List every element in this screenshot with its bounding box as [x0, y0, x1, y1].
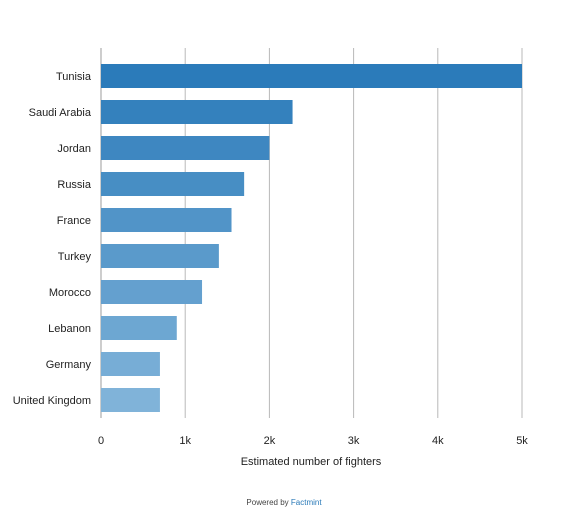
x-tick-labels: 0 1k 2k 3k 4k 5k	[98, 435, 528, 447]
bar[interactable]	[101, 100, 293, 124]
x-tick-label: 0	[98, 435, 104, 447]
x-tick-label: 1k	[179, 435, 191, 447]
bar[interactable]	[101, 244, 219, 268]
category-label: United Kingdom	[13, 395, 91, 407]
x-tick-label: 3k	[348, 435, 360, 447]
category-label: Turkey	[58, 251, 92, 263]
category-label: Saudi Arabia	[29, 107, 92, 119]
category-label: Morocco	[49, 287, 91, 299]
bar[interactable]	[101, 316, 177, 340]
footer-prefix: Powered by	[246, 498, 289, 507]
bar[interactable]	[101, 208, 232, 232]
category-labels: Tunisia Saudi Arabia Jordan Russia France Tur…	[13, 71, 92, 407]
category-label: Jordan	[57, 143, 91, 155]
bar[interactable]	[101, 388, 160, 412]
bars	[101, 64, 522, 412]
bar[interactable]	[101, 280, 203, 304]
bar[interactable]	[101, 64, 522, 88]
x-tick-label: 5k	[516, 435, 528, 447]
factmint-link[interactable]: Factmint	[290, 498, 322, 507]
category-label: Tunisia	[56, 71, 92, 83]
x-axis-title: Estimated number of fighters	[241, 456, 382, 468]
category-label: Germany	[46, 359, 92, 371]
bar[interactable]	[101, 136, 270, 160]
category-label: Russia	[57, 179, 92, 191]
x-tick-label: 2k	[264, 435, 276, 447]
bar[interactable]	[101, 172, 245, 196]
category-label: France	[57, 215, 91, 227]
footer: Powered by Factmint	[0, 498, 568, 507]
category-label: Lebanon	[48, 323, 91, 335]
bar[interactable]	[101, 352, 160, 376]
x-tick-label: 4k	[432, 435, 444, 447]
